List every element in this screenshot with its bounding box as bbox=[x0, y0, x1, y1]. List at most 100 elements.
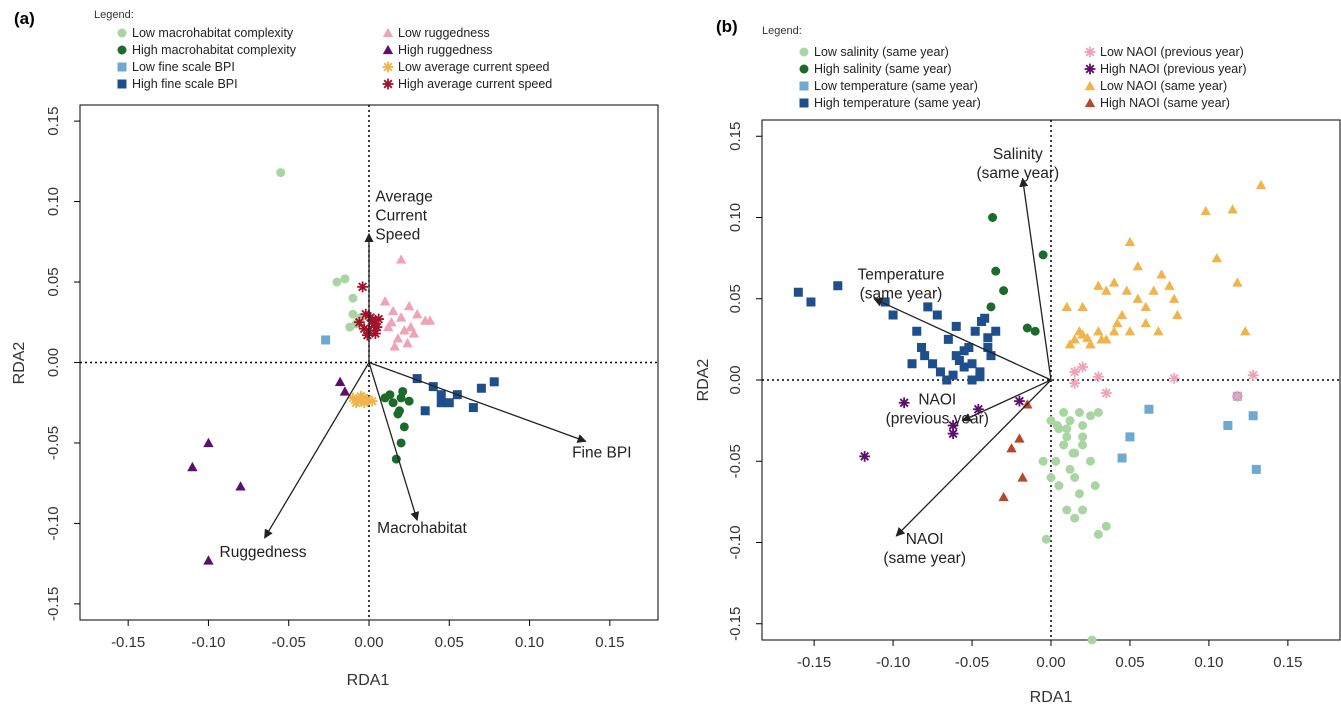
data-point-high-fine-scale-bpi bbox=[428, 382, 438, 392]
data-point-low-naoi-same-year bbox=[1132, 261, 1144, 271]
legend-item-high-ruggedness: High ruggedness bbox=[382, 43, 493, 57]
data-point-high-temperature-same-year bbox=[928, 359, 938, 369]
biplot-arrow-label-salinity-same-year: Salinity (same year) bbox=[976, 146, 1059, 182]
data-point-high-salinity-same-year bbox=[999, 286, 1009, 296]
data-point-high-temperature-same-year bbox=[975, 367, 985, 377]
legend-label-low-average-current-speed: Low average current speed bbox=[398, 60, 550, 74]
x-tick-label: 0.15 bbox=[595, 634, 624, 651]
data-point-high-naoi-previous-year bbox=[898, 397, 910, 409]
data-point-low-ruggedness bbox=[389, 341, 400, 351]
legend-marker-high-naoi-same-year bbox=[1084, 97, 1096, 108]
data-point-high-temperature-same-year bbox=[970, 326, 980, 336]
data-point-low-naoi-same-year bbox=[1169, 293, 1180, 303]
data-point-low-naoi-same-year bbox=[1124, 326, 1136, 336]
legend-marker-low-salinity-same-year bbox=[799, 47, 809, 57]
legend-item-high-fine-scale-bpi: High fine scale BPI bbox=[117, 77, 238, 91]
biplot-arrow-temperature-same-year bbox=[873, 298, 1052, 381]
data-point-high-average-current-speed bbox=[353, 316, 365, 328]
y-tick-label: 0.15 bbox=[727, 122, 744, 151]
data-point-high-average-current-speed bbox=[373, 313, 385, 325]
legend-item-low-fine-scale-bpi: Low fine scale BPI bbox=[117, 60, 235, 74]
data-point-high-fine-scale-bpi bbox=[436, 390, 446, 400]
data-point-high-temperature-same-year bbox=[907, 359, 917, 369]
legend-item-high-temperature-same-year: High temperature (same year) bbox=[799, 96, 981, 110]
data-point-low-salinity-same-year bbox=[1059, 408, 1069, 417]
legend-marker-high-salinity-same-year bbox=[799, 64, 809, 74]
panel-b-y-axis-label: RDA2 bbox=[695, 359, 712, 402]
data-point-low-ruggedness bbox=[383, 321, 394, 332]
legend-label-low-fine-scale-bpi: Low fine scale BPI bbox=[132, 60, 235, 74]
data-point-high-ruggedness bbox=[203, 555, 214, 565]
panel-a: (a) Legend: Low macrohabitat complexity H… bbox=[11, 9, 659, 689]
data-point-low-ruggedness bbox=[405, 321, 416, 332]
data-point-high-ruggedness bbox=[235, 481, 246, 491]
series-low-naoi-previous-year bbox=[1069, 361, 1259, 402]
legend-label-low-temperature-same-year: Low temperature (same year) bbox=[814, 79, 978, 93]
data-point-low-ruggedness bbox=[402, 338, 413, 348]
legend-marker-high-temperature-same-year bbox=[799, 98, 809, 108]
biplot-arrow-label-ruggedness: Ruggedness bbox=[220, 544, 307, 561]
data-point-high-macrohabitat-complexity bbox=[385, 390, 395, 400]
x-tick-label: -0.15 bbox=[797, 654, 831, 671]
data-point-high-average-current-speed bbox=[361, 329, 373, 341]
data-point-low-salinity-same-year bbox=[1065, 416, 1075, 426]
data-point-high-temperature-same-year bbox=[951, 321, 961, 331]
data-point-low-salinity-same-year bbox=[1070, 513, 1080, 523]
data-point-low-salinity-same-year bbox=[1085, 411, 1095, 421]
data-point-high-macrohabitat-complexity bbox=[396, 438, 406, 448]
data-point-low-salinity-same-year bbox=[1078, 505, 1088, 515]
legend-label-low-ruggedness: Low ruggedness bbox=[398, 26, 490, 40]
data-point-low-temperature-same-year bbox=[1144, 404, 1154, 414]
data-point-low-naoi-same-year bbox=[1156, 269, 1167, 279]
data-point-low-naoi-same-year bbox=[1121, 285, 1132, 295]
legend-item-high-macrohabitat-complexity: High macrohabitat complexity bbox=[117, 43, 297, 57]
panel-a-y-axis-label: RDA2 bbox=[11, 342, 28, 385]
x-tick-label: -0.05 bbox=[955, 654, 989, 671]
biplot-arrow-naoi-previous-year bbox=[961, 379, 1052, 422]
data-point-high-temperature-same-year bbox=[923, 302, 933, 312]
series-low-fine-scale-bpi bbox=[321, 335, 331, 345]
data-point-low-salinity-same-year bbox=[1074, 408, 1084, 417]
data-point-high-temperature-same-year bbox=[917, 343, 927, 352]
x-tick-label: 0.05 bbox=[435, 634, 464, 651]
panel-a-legend: Low macrohabitat complexity High macrohab… bbox=[117, 26, 552, 91]
y-tick-label: -0.10 bbox=[45, 506, 62, 540]
data-point-low-naoi-same-year bbox=[1082, 332, 1093, 342]
series-low-average-current-speed bbox=[347, 390, 378, 409]
data-point-low-salinity-same-year bbox=[1038, 456, 1048, 466]
data-point-high-temperature-same-year bbox=[912, 326, 922, 336]
series-high-temperature-same-year bbox=[793, 281, 1001, 385]
legend-label-low-naoi-same-year: Low NAOI (same year) bbox=[1100, 79, 1227, 93]
legend-item-high-naoi-previous-year: High NAOI (previous year) bbox=[1084, 62, 1247, 76]
legend-item-low-temperature-same-year: Low temperature (same year) bbox=[799, 79, 978, 93]
x-tick-label: -0.05 bbox=[272, 634, 306, 651]
data-point-high-salinity-same-year bbox=[1022, 323, 1032, 333]
x-tick-label: 0.10 bbox=[1194, 654, 1223, 671]
y-tick-label: -0.10 bbox=[727, 525, 744, 559]
data-point-low-salinity-same-year bbox=[1078, 421, 1088, 430]
legend-marker-high-ruggedness bbox=[382, 44, 394, 55]
data-point-high-fine-scale-bpi bbox=[444, 398, 454, 408]
data-point-low-naoi-same-year bbox=[1112, 317, 1123, 328]
series-high-macrohabitat-complexity bbox=[380, 386, 414, 464]
panel-b-plot: -0.15 -0.10 -0.05 0.00 0.05 0.10 0.15 -0.15 -0.1… bbox=[727, 120, 1340, 671]
data-point-low-salinity-same-year bbox=[1087, 635, 1097, 645]
series-low-naoi-same-year bbox=[1061, 179, 1267, 349]
data-point-low-naoi-same-year bbox=[1061, 301, 1072, 312]
panel-a-legend-title: Legend: bbox=[94, 9, 134, 21]
data-point-high-macrohabitat-complexity bbox=[395, 406, 405, 416]
data-point-low-macrohabitat-complexity bbox=[348, 309, 358, 319]
data-point-high-macrohabitat-complexity bbox=[388, 398, 398, 408]
data-point-high-macrohabitat-complexity bbox=[404, 396, 414, 406]
data-point-high-temperature-same-year bbox=[967, 375, 977, 385]
data-point-low-macrohabitat-complexity bbox=[332, 277, 342, 287]
data-point-low-naoi-previous-year bbox=[1077, 361, 1088, 373]
legend-marker-low-average-current-speed bbox=[382, 61, 394, 73]
data-point-low-naoi-same-year bbox=[1172, 309, 1183, 320]
biplot-arrow-label-fine-bpi: Fine BPI bbox=[572, 444, 631, 461]
data-point-low-salinity-same-year bbox=[1054, 481, 1064, 491]
biplot-arrow-label-macrohabitat: Macrohabitat bbox=[377, 520, 467, 537]
data-point-low-average-current-speed bbox=[366, 395, 378, 407]
data-point-high-ruggedness bbox=[187, 461, 198, 472]
data-point-high-salinity-same-year bbox=[991, 266, 1001, 276]
